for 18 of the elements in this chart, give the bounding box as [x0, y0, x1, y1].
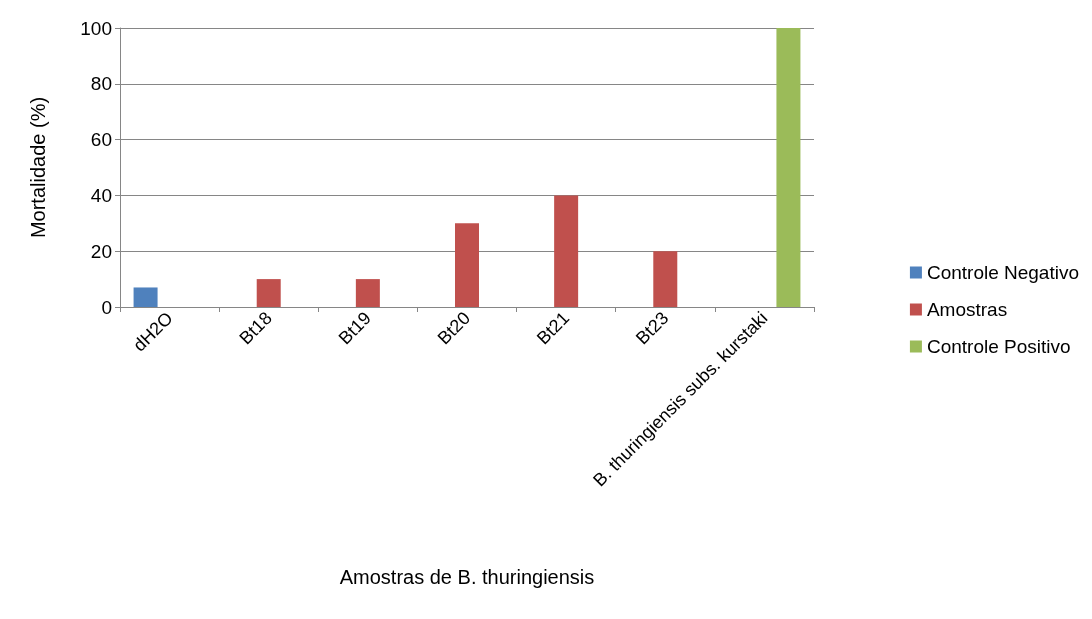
legend-label: Amostras: [926, 299, 1008, 320]
y-tick-label: 0: [101, 296, 112, 318]
bar: [133, 287, 158, 307]
y-tick-label: 60: [90, 129, 112, 151]
bar: [554, 195, 579, 307]
y-tick-label: 40: [90, 184, 112, 206]
y-axis-title: Mortalidade (%): [27, 96, 49, 239]
bar: [653, 251, 678, 307]
y-tick-label: 20: [90, 240, 112, 262]
bar: [256, 279, 281, 307]
legend-label: Controle Negativo: [926, 262, 1080, 283]
legend-label: Controle Positivo: [926, 336, 1071, 357]
y-tick-label: 100: [80, 17, 112, 39]
y-tick-label: 80: [90, 73, 112, 95]
bar: [455, 223, 479, 307]
x-axis-title: Amostras de B. thuringiensis: [339, 566, 595, 588]
bar: [776, 28, 801, 307]
bar: [355, 279, 380, 307]
